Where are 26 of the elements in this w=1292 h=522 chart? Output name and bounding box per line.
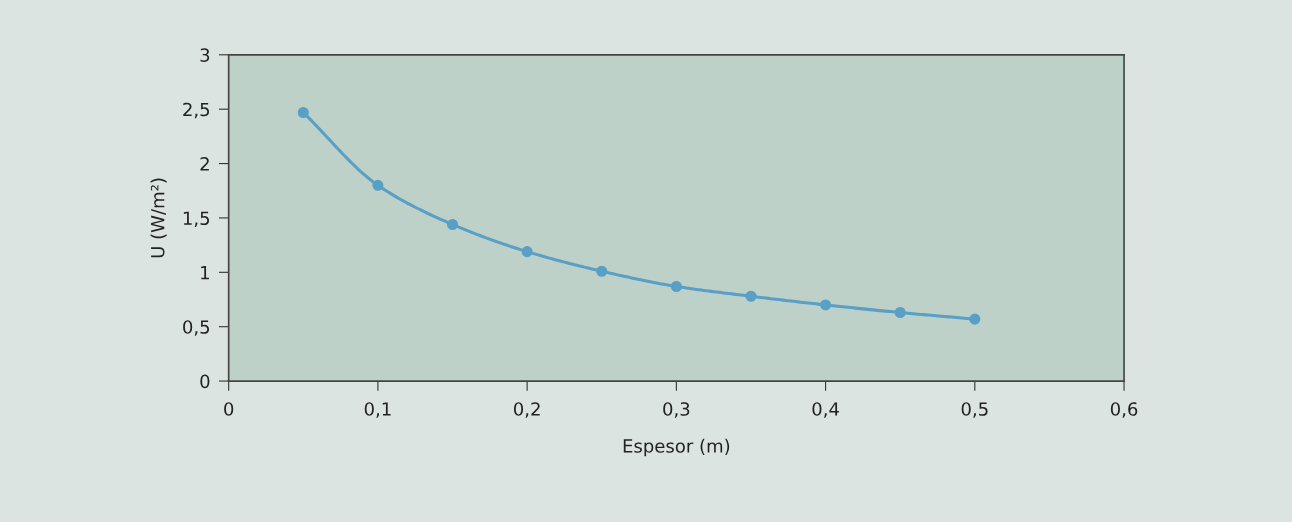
x-tick-label: 0,2 [513,402,540,418]
point [969,313,981,325]
x-axis-title: Espesor (m) [623,438,730,457]
point [372,179,384,191]
point [820,299,832,311]
x-tick-label: 0,6 [1110,402,1138,418]
x-tick-label: 0,3 [663,402,690,418]
y-tick-label: 0,5 [183,320,210,336]
y-tick-label: 2 [200,157,209,171]
y-tick-label: 1 [201,266,209,280]
x-tick-label: 0,1 [364,402,391,418]
point [521,246,533,258]
y-tick-label: 1,5 [183,211,210,227]
x-tick-label: 0 [224,402,234,416]
x-tick-label: 0,5 [961,402,988,418]
y-tick-label: 2,5 [183,102,210,119]
x-tick-label: 0,4 [812,402,839,418]
point [670,280,682,293]
point [596,265,608,277]
y-axis-title: U (W/m²) [150,178,167,258]
y-tick-label: 3 [200,48,210,62]
point [297,106,309,119]
point [894,306,906,319]
point [745,290,757,302]
point [446,218,459,231]
y-tick-label: 0 [200,374,210,389]
